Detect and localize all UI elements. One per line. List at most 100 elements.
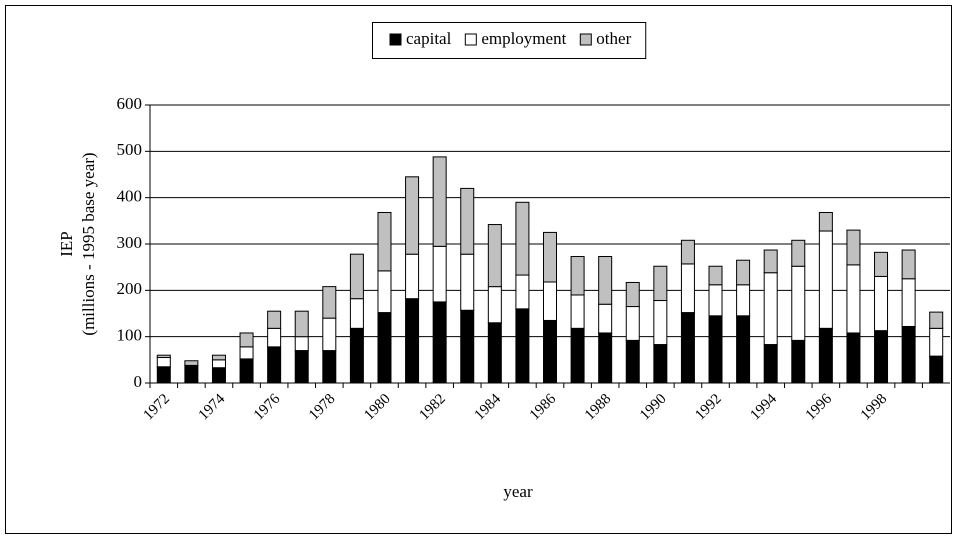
bar-segment xyxy=(487,224,502,288)
bar-segment xyxy=(543,319,557,384)
bar-segment xyxy=(791,239,806,267)
bar-segment xyxy=(184,360,199,366)
bar-segment xyxy=(322,286,337,319)
bar-segment xyxy=(267,346,282,384)
bar-segment xyxy=(791,339,806,384)
bar-segment xyxy=(377,312,392,384)
bar-segment xyxy=(239,332,254,348)
legend-label: other xyxy=(596,29,631,48)
bar-segment xyxy=(211,367,226,384)
bar-segment xyxy=(598,332,613,384)
bar-segment xyxy=(625,339,640,384)
bar-segment xyxy=(432,156,447,247)
bar-segment xyxy=(405,176,420,255)
bar-segment xyxy=(487,286,502,324)
bar-segment xyxy=(874,275,889,332)
y-tick-label: 600 xyxy=(117,94,143,113)
bar-segment xyxy=(349,253,364,300)
bar-segment xyxy=(680,239,695,265)
bar-segment xyxy=(294,310,309,338)
bar-segment xyxy=(543,281,557,321)
bar-segment xyxy=(818,230,833,329)
bar-segment xyxy=(405,298,420,384)
bar-segment xyxy=(653,300,668,346)
bar-segment xyxy=(432,245,447,303)
bar-segment xyxy=(570,256,585,296)
bar-segment xyxy=(929,327,944,357)
bar-segment xyxy=(322,350,337,384)
bar-segment xyxy=(377,270,392,314)
bar-segment xyxy=(653,265,668,302)
bar-segment xyxy=(763,272,778,346)
legend-box xyxy=(372,22,647,59)
bar-segment xyxy=(156,366,171,384)
legend-label: capital xyxy=(406,29,452,48)
bar-segment xyxy=(818,327,833,384)
bar-segment xyxy=(460,187,475,255)
y-tick-label: 500 xyxy=(117,140,143,159)
bar-segment xyxy=(680,312,695,384)
bar-segment xyxy=(901,325,916,384)
bar-segment xyxy=(322,317,337,352)
bar-segment xyxy=(487,322,502,384)
bar-segment xyxy=(184,364,199,384)
y-tick-label: 100 xyxy=(117,326,143,345)
bar-segment xyxy=(515,274,530,310)
bar-segment xyxy=(211,359,226,369)
bar-segment xyxy=(708,265,723,286)
bar-segment xyxy=(763,344,778,384)
bar-segment xyxy=(846,332,861,384)
legend-swatch xyxy=(464,33,477,46)
y-tick-label: 200 xyxy=(117,279,143,298)
bar-segment xyxy=(349,298,364,329)
bar-segment xyxy=(901,249,916,280)
bar-segment xyxy=(598,303,613,334)
bar-segment xyxy=(846,264,861,334)
x-axis-label: year xyxy=(503,482,533,501)
bar-segment xyxy=(874,330,889,384)
bar-segment xyxy=(680,263,695,314)
bar-segment xyxy=(874,251,889,277)
y-tick-label: 300 xyxy=(117,233,143,252)
bar-segment xyxy=(763,249,778,274)
bar-segment xyxy=(377,211,392,272)
bar-segment xyxy=(736,315,751,384)
bar-segment xyxy=(653,344,668,384)
legend-label: employment xyxy=(481,29,566,48)
bar-segment xyxy=(267,310,282,329)
bar-segment xyxy=(929,311,944,329)
bar-segment xyxy=(239,358,254,384)
y-tick-label: 400 xyxy=(117,187,143,206)
bar-segment xyxy=(708,284,723,317)
bar-segment xyxy=(349,327,364,384)
bar-segment xyxy=(294,350,309,384)
y-tick-label: 0 xyxy=(134,372,143,391)
bar-segment xyxy=(570,327,585,384)
bar-segment xyxy=(570,294,585,329)
bar-segment xyxy=(791,265,806,341)
bar-segment xyxy=(901,278,916,327)
bar-segment xyxy=(294,336,309,352)
bar-segment xyxy=(460,253,475,311)
bar-segment xyxy=(625,281,640,308)
bar-segment xyxy=(211,354,226,361)
bar-segment xyxy=(239,346,254,360)
bar-segment xyxy=(543,231,557,283)
legend-swatch xyxy=(579,33,592,46)
bar-segment xyxy=(432,301,447,384)
bar-segment xyxy=(736,259,751,286)
bar-segment xyxy=(405,253,420,300)
legend-swatch xyxy=(389,33,402,46)
y-axis-label: IEP xyxy=(57,231,76,257)
chart-border xyxy=(5,5,952,534)
y-axis-label: (millions - 1995 base year) xyxy=(79,152,98,335)
bar-segment xyxy=(625,306,640,341)
bar-segment xyxy=(156,354,171,359)
bar-segment xyxy=(736,284,751,317)
bar-segment xyxy=(515,308,530,384)
bar-segment xyxy=(846,229,861,266)
bar-segment xyxy=(515,201,530,276)
bar-segment xyxy=(598,256,613,305)
bar-segment xyxy=(929,355,944,384)
bar-segment xyxy=(460,309,475,384)
